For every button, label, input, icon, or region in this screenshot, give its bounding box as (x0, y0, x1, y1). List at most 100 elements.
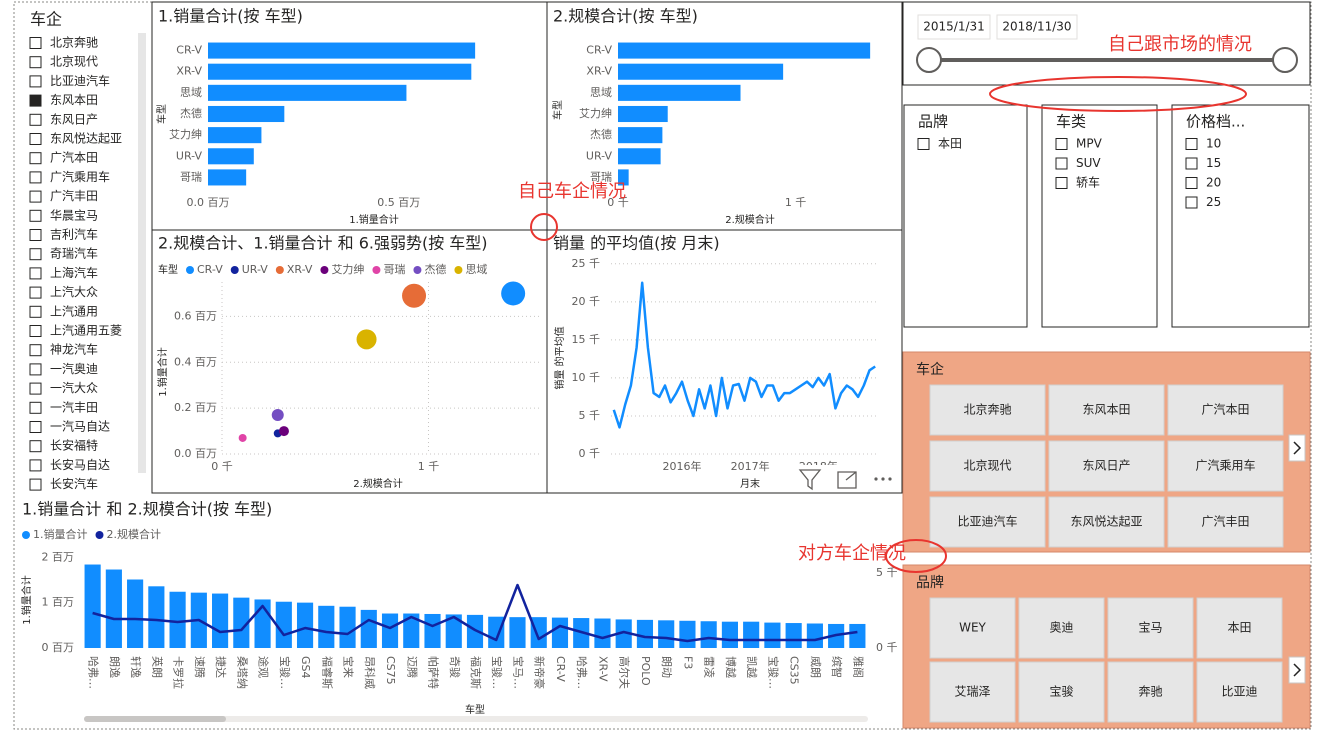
bubble[interactable] (238, 433, 247, 442)
tile-label[interactable]: 比亚迪汽车 (957, 514, 1017, 529)
checkbox[interactable] (29, 440, 42, 453)
scrollbar-thumb[interactable] (84, 716, 226, 722)
bubble[interactable] (501, 281, 526, 306)
slicer-item[interactable]: 东风本田 (50, 93, 98, 107)
tile[interactable] (929, 597, 1016, 659)
more-icon[interactable] (888, 477, 892, 481)
tile[interactable] (929, 384, 1046, 436)
checkbox[interactable] (29, 363, 42, 376)
checkbox[interactable] (29, 325, 42, 337)
checkbox[interactable] (1185, 138, 1198, 150)
tile[interactable] (1167, 384, 1284, 436)
slicer-item[interactable]: 广汽乘用车 (50, 169, 110, 184)
tile[interactable] (1107, 661, 1194, 723)
slicer-item[interactable]: 上汽通用五菱 (50, 323, 122, 338)
tile-label[interactable]: 广汽本田 (1201, 402, 1249, 417)
filter-icon[interactable] (798, 469, 822, 491)
slicer-item[interactable]: 华晨宝马 (50, 208, 98, 222)
tile-label[interactable]: 东风日产 (1082, 459, 1130, 473)
tile[interactable] (1048, 440, 1165, 492)
tile[interactable] (1048, 384, 1165, 436)
tile-label[interactable]: 北京奔驰 (963, 403, 1011, 417)
checkbox[interactable] (1055, 177, 1068, 189)
checkbox[interactable] (29, 152, 42, 165)
tile-label[interactable]: 广汽乘用车 (1195, 458, 1255, 473)
checkbox[interactable] (1055, 157, 1068, 170)
slicer-item[interactable]: 长安福特 (50, 438, 98, 453)
scrollbar[interactable] (138, 33, 146, 473)
tile[interactable] (1167, 440, 1284, 492)
slicer-item[interactable]: 25 (1206, 195, 1221, 209)
checkbox[interactable] (29, 421, 42, 433)
checkbox[interactable] (29, 286, 42, 299)
focus-icon[interactable] (837, 471, 857, 489)
slicer-item[interactable]: 10 (1206, 137, 1221, 151)
checkbox[interactable] (1185, 196, 1198, 209)
slider-handle[interactable] (1272, 47, 1298, 73)
tile[interactable] (1167, 496, 1284, 548)
tile[interactable] (929, 661, 1016, 723)
next-button[interactable] (1288, 656, 1306, 684)
slicer-item[interactable]: 上汽通用 (50, 303, 98, 318)
tile[interactable] (1107, 597, 1194, 659)
tile-label[interactable]: 北京现代 (963, 459, 1011, 473)
checkbox[interactable] (29, 94, 42, 107)
checkbox[interactable] (29, 344, 42, 357)
slicer-item[interactable]: 奇瑞汽车 (50, 246, 98, 261)
slicer-item[interactable]: 一汽奥迪 (50, 361, 98, 376)
checkbox[interactable] (29, 37, 42, 49)
next-button[interactable] (1288, 434, 1306, 462)
checkbox[interactable] (29, 113, 42, 126)
date-box[interactable] (917, 14, 991, 40)
slicer-item[interactable]: 神龙汽车 (50, 342, 98, 357)
slicer-item[interactable]: 广汽本田 (50, 150, 98, 165)
checkbox[interactable] (1055, 138, 1068, 150)
more-icon[interactable] (881, 477, 885, 481)
checkbox[interactable] (29, 305, 42, 318)
slicer-item[interactable]: SUV (1076, 156, 1101, 170)
tile-label[interactable]: 东风悦达起亚 (1070, 515, 1142, 529)
slicer-item[interactable]: 广汽丰田 (50, 188, 98, 203)
checkbox[interactable] (29, 382, 42, 395)
checkbox[interactable] (29, 229, 42, 241)
tile-label[interactable]: 宝骏 (1049, 685, 1073, 699)
slicer-item[interactable]: 东风日产 (50, 112, 98, 126)
tile-label[interactable]: 东风本田 (1082, 403, 1130, 417)
slicer-item[interactable]: 15 (1206, 156, 1221, 170)
slicer-item[interactable]: 长安马自达 (50, 457, 110, 472)
checkbox[interactable] (29, 459, 42, 472)
bubble[interactable] (402, 283, 427, 308)
tile[interactable] (929, 496, 1046, 548)
bubble[interactable] (271, 409, 284, 422)
slicer-item[interactable]: 本田 (938, 137, 962, 151)
tile-label[interactable]: 广汽丰田 (1201, 514, 1249, 529)
checkbox[interactable] (1185, 157, 1198, 170)
slicer-item[interactable]: 北京现代 (50, 55, 98, 69)
checkbox[interactable] (1185, 177, 1198, 189)
tile-label[interactable]: 本田 (1227, 621, 1251, 635)
checkbox[interactable] (29, 248, 42, 261)
checkbox[interactable] (29, 190, 42, 203)
more-icon[interactable] (874, 477, 878, 481)
date-start[interactable]: 2015/1/31 (923, 20, 985, 34)
date-box[interactable] (996, 14, 1078, 40)
checkbox[interactable] (29, 133, 42, 145)
tile[interactable] (1018, 597, 1105, 659)
slicer-item[interactable]: 东风悦达起亚 (50, 132, 122, 146)
slicer-item[interactable]: 上汽大众 (50, 284, 98, 299)
tile-label[interactable]: 比亚迪 (1221, 685, 1257, 699)
slicer-item[interactable]: 一汽丰田 (50, 399, 98, 414)
checkbox[interactable] (29, 171, 42, 184)
tile-label[interactable]: 奥迪 (1049, 621, 1073, 635)
slicer-item[interactable]: 一汽大众 (50, 380, 98, 395)
checkbox[interactable] (917, 138, 930, 150)
tile[interactable] (1196, 661, 1283, 723)
date-end[interactable]: 2018/11/30 (1002, 20, 1071, 34)
checkbox[interactable] (29, 56, 42, 69)
tile-label[interactable]: 奔驰 (1138, 685, 1162, 699)
checkbox[interactable] (29, 478, 42, 491)
slider-handle[interactable] (916, 47, 942, 73)
bubble[interactable] (356, 329, 377, 350)
slicer-item[interactable]: 一汽马自达 (50, 419, 110, 434)
checkbox[interactable] (29, 209, 42, 222)
